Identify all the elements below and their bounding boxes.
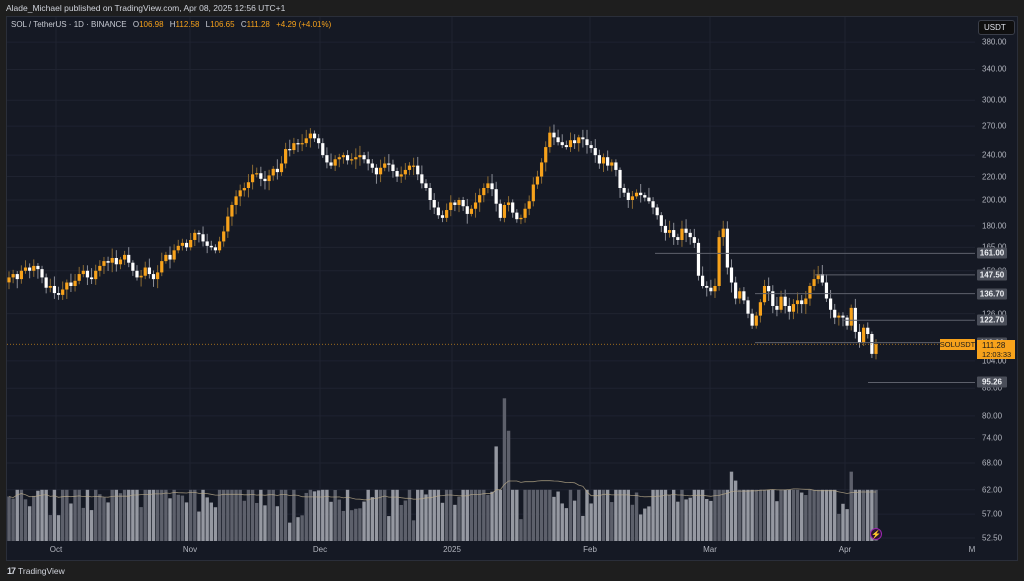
price-tick-label: 340.00: [982, 64, 1007, 74]
price-tick-label: 62.00: [982, 485, 1003, 495]
time-tick-label: 2025: [443, 545, 461, 554]
price-tick-label: 80.00: [982, 411, 1003, 421]
logo-text: TradingView: [18, 566, 65, 576]
tradingview-logo: 17 TradingView: [7, 566, 65, 576]
high-label: H: [169, 20, 176, 29]
symbol-legend: SOL / TetherUS · 1D · BINANCE O106.98 H1…: [11, 20, 331, 29]
high-value: 112.58: [175, 20, 200, 29]
chart-pane[interactable]: [6, 16, 1018, 561]
price-tick-label: 380.00: [982, 37, 1007, 47]
time-tick-label: M: [968, 545, 976, 554]
level-price-badge: 122.70: [977, 314, 1007, 326]
level-price-badge: 147.50: [977, 269, 1007, 281]
price-tick-label: 104.00: [982, 356, 1007, 366]
price-tick-label: 240.00: [982, 150, 1007, 160]
publisher-caption: Alade_Michael published on TradingView.c…: [6, 3, 286, 13]
price-tick-label: 180.00: [982, 221, 1007, 231]
low-value: 106.65: [210, 20, 235, 29]
close-value: 111.28: [246, 20, 270, 29]
time-tick-label: Feb: [583, 545, 597, 554]
time-tick-label: Mar: [703, 545, 717, 554]
symbol-price-label: SOLUSDT: [939, 339, 976, 350]
symbol-title[interactable]: SOL / TetherUS · 1D · BINANCE: [11, 20, 127, 29]
open-value: 106.98: [139, 20, 164, 29]
time-tick-label: Oct: [49, 545, 63, 554]
price-tick-label: 270.00: [982, 121, 1007, 131]
level-price-badge: 136.70: [977, 288, 1007, 300]
last-price-badge: 111.28 12:03:33: [977, 340, 1015, 359]
price-tick-label: 200.00: [982, 195, 1007, 205]
price-tick-label: 300.00: [982, 95, 1007, 105]
price-tick-label: 68.00: [982, 458, 1003, 468]
price-tick-label: 126.00: [982, 309, 1007, 319]
last-price-value: 111.28: [982, 341, 1006, 350]
price-tick-label: 165.00: [982, 243, 1006, 252]
lightning-event-icon[interactable]: ⚡: [870, 528, 882, 540]
level-price-badge: 95.26: [977, 376, 1007, 388]
open-label: O: [132, 20, 140, 29]
price-tick-label: 220.00: [982, 172, 1007, 182]
level-price-badge: 161.00: [977, 247, 1007, 259]
price-tick-label: 74.00: [982, 433, 1003, 443]
time-tick-label: Apr: [838, 545, 852, 554]
bar-countdown: 12:03:33: [982, 350, 1012, 359]
currency-button[interactable]: USDT: [978, 20, 1015, 35]
change-value: +4.29 (+4.01%): [276, 20, 332, 29]
low-label: L: [205, 20, 211, 29]
price-tick-label: 57.00: [982, 509, 1003, 519]
price-tick-label: 52.50: [982, 533, 1003, 543]
price-tick-label: 88.00: [982, 383, 1003, 393]
time-tick-label: Dec: [312, 545, 328, 554]
tv-logo-icon: 17: [7, 566, 16, 576]
time-tick-label: Nov: [182, 545, 198, 554]
close-label: C: [240, 20, 247, 29]
